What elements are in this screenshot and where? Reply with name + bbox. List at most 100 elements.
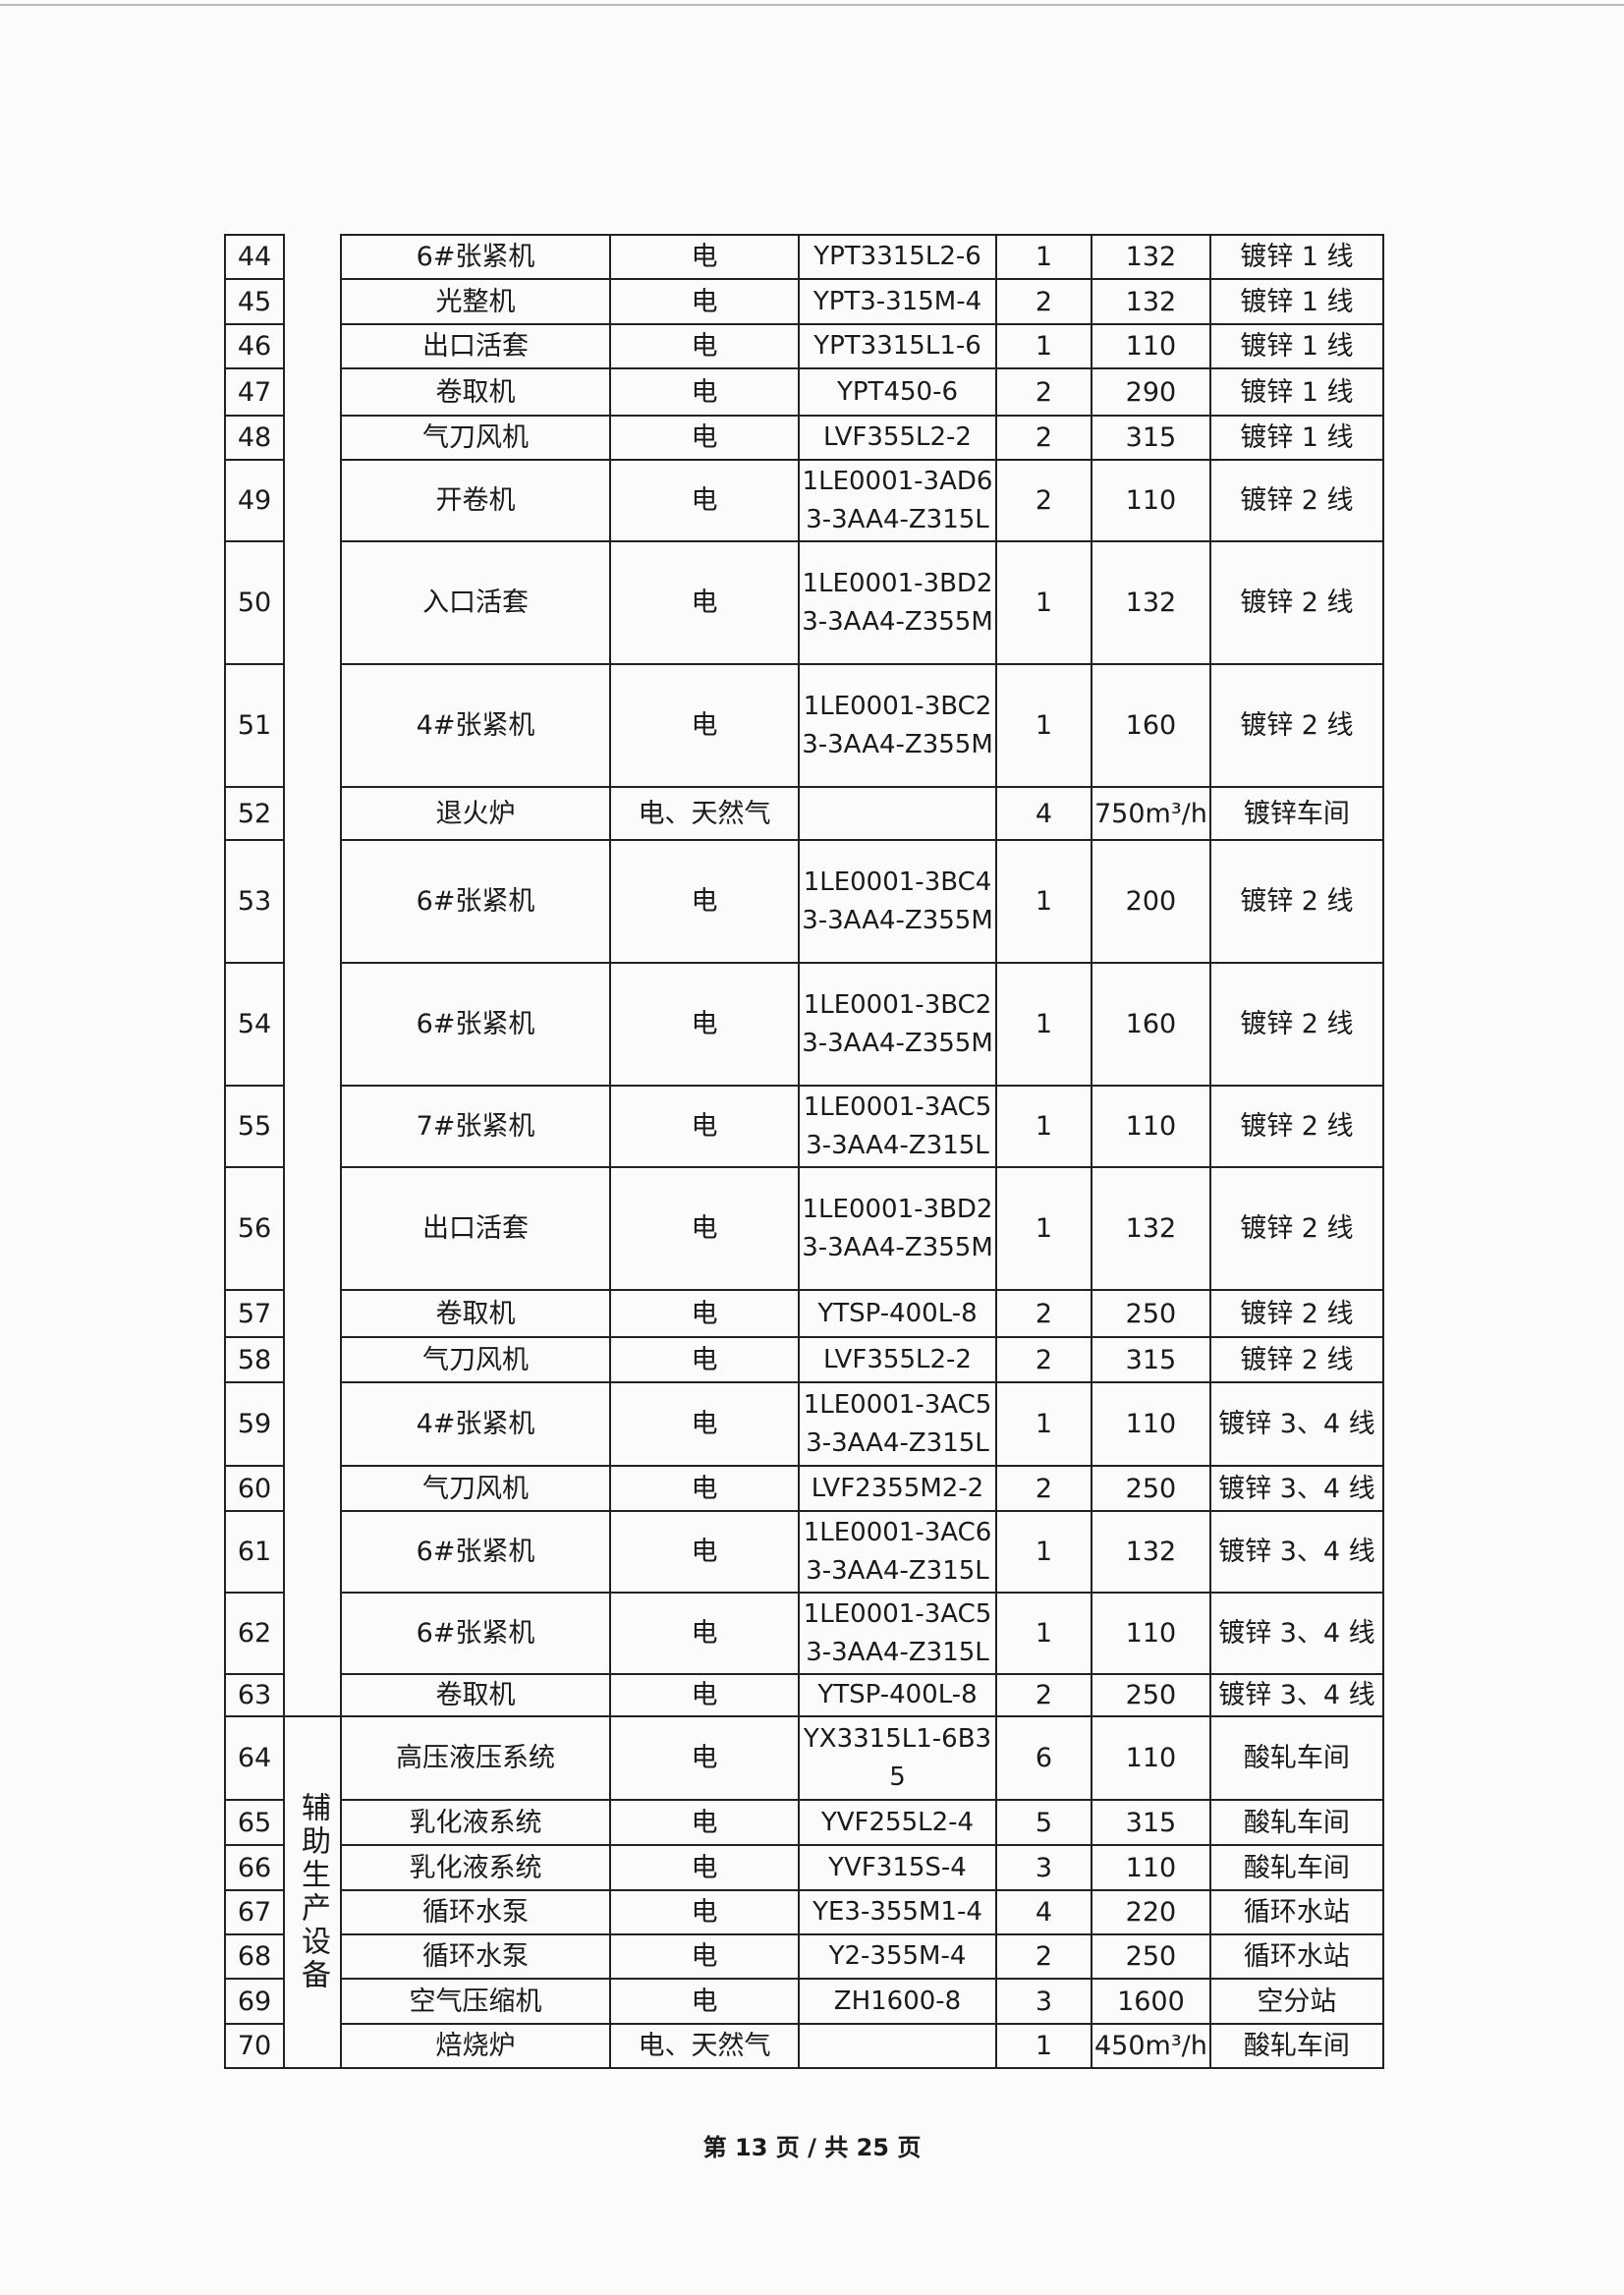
equipment-name: 6#张紧机	[340, 1510, 611, 1594]
table-row: 64 辅助生产设备 高压液压系统电 YX3315L1-6B35 6 110 酸轧车间	[224, 1715, 1384, 2069]
energy-type: 电	[609, 1844, 800, 1891]
energy-type: 电	[609, 1510, 800, 1594]
table-row: 58 气刀风机电 LVF355L2-2 2 315 镀锌 2 线	[224, 1336, 1384, 1383]
quantity: 5	[995, 1799, 1092, 1846]
model-number: 1LE0001-3AC53-3AA4-Z315L	[798, 1085, 997, 1168]
model-number: YVF315S-4	[798, 1844, 997, 1891]
power-rating: 290	[1091, 367, 1211, 417]
power-rating: 750m³/h	[1091, 786, 1211, 841]
model-number: YVF255L2-4	[798, 1799, 997, 1846]
equipment-name: 焙烧炉	[340, 2023, 611, 2069]
energy-type: 电	[609, 1336, 800, 1383]
model-number: 1LE0001-3AD63-3AA4-Z315L	[798, 459, 997, 542]
power-rating: 315	[1091, 1336, 1211, 1383]
model-number: 1LE0001-3AC53-3AA4-Z315L	[798, 1592, 997, 1675]
energy-type: 电	[609, 323, 800, 369]
row-number: 55	[224, 1085, 285, 1168]
quantity: 1	[995, 839, 1092, 964]
power-rating: 132	[1091, 1510, 1211, 1594]
energy-type: 电	[609, 278, 800, 325]
quantity: 1	[995, 1381, 1092, 1467]
row-number: 51	[224, 663, 285, 788]
quantity: 2	[995, 367, 1092, 417]
table-row: 62 6#张紧机电 1LE0001-3AC53-3AA4-Z315L 1 110 镀锌 3…	[224, 1592, 1384, 1675]
location: 酸轧车间	[1208, 1715, 1384, 1801]
energy-type: 电	[609, 1889, 800, 1935]
energy-type: 电、天然气	[609, 786, 800, 841]
energy-type: 电	[609, 839, 800, 964]
power-rating: 110	[1091, 1844, 1211, 1891]
equipment-name: 4#张紧机	[340, 1381, 611, 1467]
equipment-name: 开卷机	[340, 459, 611, 542]
energy-type: 电	[609, 1978, 800, 2025]
location: 镀锌 3、4 线	[1208, 1673, 1384, 1717]
power-rating: 250	[1091, 1673, 1211, 1717]
quantity: 1	[995, 663, 1092, 788]
power-rating: 220	[1091, 1889, 1211, 1935]
equipment-name: 6#张紧机	[340, 1592, 611, 1675]
energy-type: 电	[609, 459, 800, 542]
row-number: 52	[224, 786, 285, 841]
energy-type: 电	[609, 415, 800, 461]
power-rating: 315	[1091, 415, 1211, 461]
model-number: 1LE0001-3BC23-3AA4-Z355M	[798, 962, 997, 1087]
energy-type: 电	[609, 1465, 800, 1512]
location: 镀锌 1 线	[1208, 278, 1384, 325]
location: 镀锌车间	[1208, 786, 1384, 841]
category-cell-blank	[283, 235, 342, 1716]
equipment-name: 卷取机	[340, 367, 611, 417]
power-rating: 450m³/h	[1091, 2023, 1211, 2069]
energy-type: 电	[609, 1715, 800, 1801]
row-number: 64	[224, 1715, 285, 1801]
quantity: 1	[995, 962, 1092, 1087]
model-number: YPT450-6	[798, 367, 997, 417]
row-number: 58	[224, 1336, 285, 1383]
row-number: 49	[224, 459, 285, 542]
quantity: 6	[995, 1715, 1092, 1801]
location: 镀锌 2 线	[1208, 1085, 1384, 1168]
table-row: 46 出口活套电 YPT3315L1-6 1 110 镀锌 1 线	[224, 323, 1384, 369]
quantity: 2	[995, 1673, 1092, 1717]
quantity: 1	[995, 1085, 1092, 1168]
quantity: 4	[995, 1889, 1092, 1935]
power-rating: 132	[1091, 540, 1211, 665]
location: 镀锌 2 线	[1208, 962, 1384, 1087]
quantity: 1	[995, 323, 1092, 369]
location: 镀锌 2 线	[1208, 1166, 1384, 1291]
power-rating: 110	[1091, 459, 1211, 542]
location: 镀锌 1 线	[1208, 415, 1384, 461]
location: 镀锌 3、4 线	[1208, 1592, 1384, 1675]
location: 镀锌 2 线	[1208, 1289, 1384, 1338]
model-number: LVF355L2-2	[798, 1336, 997, 1383]
table-row: 54 6#张紧机电 1LE0001-3BC23-3AA4-Z355M 1 160 镀锌 2…	[224, 962, 1384, 1087]
table-row: 63 卷取机电 YTSP-400L-8 2 250 镀锌 3、4 线	[224, 1673, 1384, 1717]
energy-type: 电	[609, 1085, 800, 1168]
model-number: ZH1600-8	[798, 1978, 997, 2025]
equipment-name: 6#张紧机	[340, 839, 611, 964]
location: 镀锌 2 线	[1208, 1336, 1384, 1383]
location: 镀锌 2 线	[1208, 839, 1384, 964]
energy-type: 电	[609, 962, 800, 1087]
model-number: YPT3315L2-6	[798, 234, 997, 280]
power-rating: 132	[1091, 278, 1211, 325]
equipment-name: 卷取机	[340, 1673, 611, 1717]
energy-type: 电	[609, 1166, 800, 1291]
equipment-name: 气刀风机	[340, 1465, 611, 1512]
equipment-name: 6#张紧机	[340, 234, 611, 280]
location: 镀锌 1 线	[1208, 367, 1384, 417]
equipment-name: 气刀风机	[340, 415, 611, 461]
table-row: 44 6#张紧机电 YPT3315L2-6 1 132 镀锌 1 线	[224, 234, 1384, 1716]
quantity: 1	[995, 1592, 1092, 1675]
equipment-name: 出口活套	[340, 1166, 611, 1291]
power-rating: 110	[1091, 1085, 1211, 1168]
model-number: YTSP-400L-8	[798, 1289, 997, 1338]
quantity: 2	[995, 459, 1092, 542]
location: 酸轧车间	[1208, 1799, 1384, 1846]
power-rating: 1600	[1091, 1978, 1211, 2025]
row-number: 48	[224, 415, 285, 461]
power-rating: 160	[1091, 962, 1211, 1087]
row-number: 54	[224, 962, 285, 1087]
table-row: 59 4#张紧机电 1LE0001-3AC53-3AA4-Z315L 1 110 镀锌 3…	[224, 1381, 1384, 1467]
row-number: 63	[224, 1673, 285, 1717]
quantity: 2	[995, 1465, 1092, 1512]
